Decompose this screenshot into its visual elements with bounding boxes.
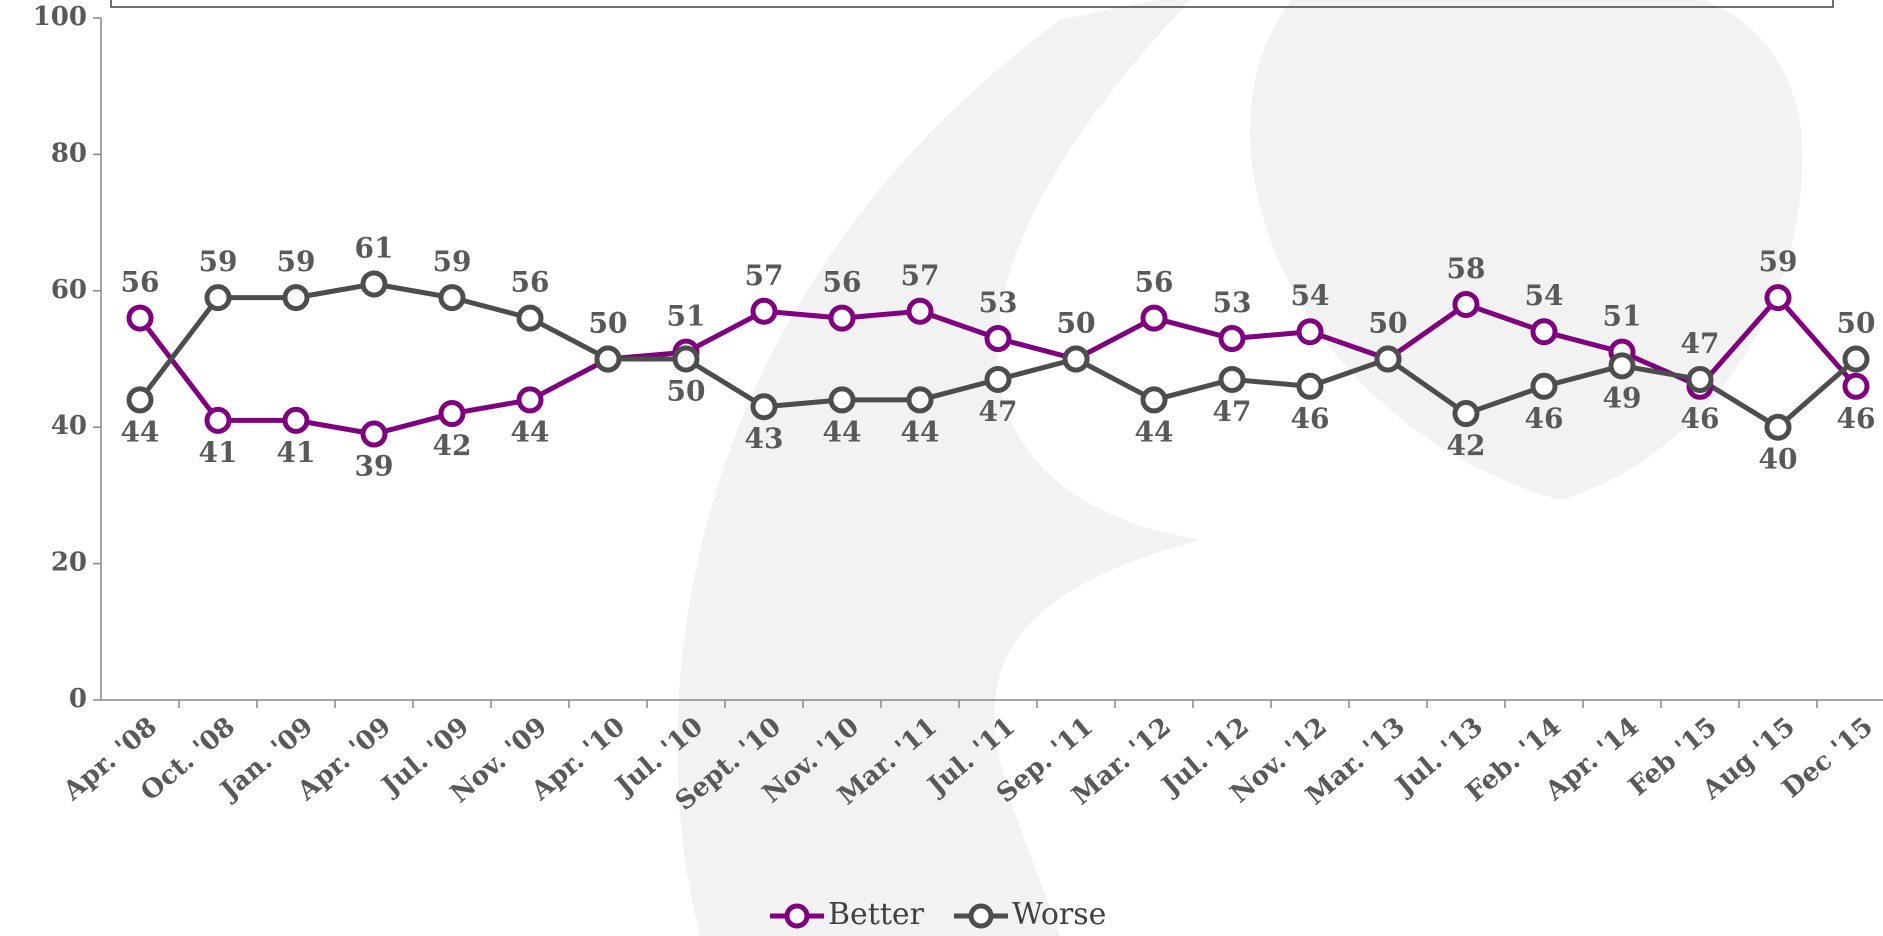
point <box>1533 321 1555 343</box>
data-label: 54 <box>1525 279 1564 312</box>
point <box>519 389 541 411</box>
data-label: 59 <box>277 245 316 278</box>
data-label: 46 <box>1681 402 1720 435</box>
point <box>831 307 853 329</box>
y-tick-label: 0 <box>69 684 87 714</box>
point <box>1377 348 1399 370</box>
data-label: 59 <box>1759 245 1798 278</box>
data-label: 56 <box>1135 266 1174 299</box>
data-label: 50 <box>1837 307 1876 340</box>
data-label: 47 <box>979 395 1018 428</box>
data-label: 41 <box>199 436 238 469</box>
legend-label: Better <box>828 897 925 932</box>
data-label: 50 <box>667 375 706 408</box>
point <box>441 403 463 425</box>
point <box>675 348 697 370</box>
point <box>1299 321 1321 343</box>
data-label: 47 <box>1213 395 1252 428</box>
data-label: 44 <box>823 415 862 448</box>
point <box>285 409 307 431</box>
point <box>363 273 385 295</box>
point <box>909 389 931 411</box>
point <box>1455 403 1477 425</box>
data-label: 56 <box>121 266 160 299</box>
y-tick-label: 40 <box>51 411 87 441</box>
legend-marker <box>787 906 807 926</box>
data-label: 50 <box>1057 307 1096 340</box>
point <box>129 389 151 411</box>
data-label: 57 <box>901 259 940 292</box>
point <box>597 348 619 370</box>
data-label: 53 <box>1213 286 1252 319</box>
legend-label: Worse <box>1012 897 1106 932</box>
data-label: 59 <box>199 245 238 278</box>
point <box>1845 375 1867 397</box>
y-tick-label: 80 <box>51 138 87 168</box>
y-tick-label: 100 <box>33 2 87 32</box>
data-label: 57 <box>745 259 784 292</box>
point <box>519 307 541 329</box>
point <box>1299 375 1321 397</box>
data-label: 58 <box>1447 252 1486 285</box>
data-label: 42 <box>1447 429 1486 462</box>
point <box>987 368 1009 390</box>
point <box>753 300 775 322</box>
y-tick-label: 60 <box>51 275 87 305</box>
point <box>1221 368 1243 390</box>
point <box>207 287 229 309</box>
data-label: 53 <box>979 286 1018 319</box>
point <box>1767 416 1789 438</box>
point <box>441 287 463 309</box>
data-label: 44 <box>511 415 550 448</box>
data-label: 44 <box>1135 415 1174 448</box>
point <box>753 396 775 418</box>
data-label: 46 <box>1525 402 1564 435</box>
point <box>207 409 229 431</box>
data-label: 51 <box>1603 300 1642 333</box>
legend-marker <box>971 906 991 926</box>
data-label: 49 <box>1603 381 1642 414</box>
point <box>1533 375 1555 397</box>
point <box>831 389 853 411</box>
data-label: 44 <box>901 415 940 448</box>
point <box>1221 328 1243 350</box>
data-label: 51 <box>667 300 706 333</box>
point <box>1689 368 1711 390</box>
data-label: 56 <box>823 266 862 299</box>
point <box>987 328 1009 350</box>
data-label: 54 <box>1291 279 1330 312</box>
chart: 020406080100Apr. '08Oct. '08Jan. '09Apr.… <box>0 0 1883 936</box>
data-label: 56 <box>511 266 550 299</box>
point <box>129 307 151 329</box>
data-label: 39 <box>355 450 394 483</box>
point <box>1143 389 1165 411</box>
data-label: 44 <box>121 415 160 448</box>
data-label: 50 <box>589 307 628 340</box>
data-label: 47 <box>1681 327 1720 360</box>
data-label: 43 <box>745 422 784 455</box>
data-label: 50 <box>1369 307 1408 340</box>
point <box>909 300 931 322</box>
point <box>1611 355 1633 377</box>
data-label: 42 <box>433 429 472 462</box>
point <box>1143 307 1165 329</box>
data-label: 40 <box>1759 443 1798 476</box>
point <box>1845 348 1867 370</box>
data-label: 46 <box>1837 402 1876 435</box>
data-label: 59 <box>433 245 472 278</box>
point <box>1767 287 1789 309</box>
data-label: 61 <box>355 231 394 264</box>
data-label: 46 <box>1291 402 1330 435</box>
point <box>363 423 385 445</box>
y-tick-label: 20 <box>51 548 87 578</box>
point <box>285 287 307 309</box>
point <box>1455 293 1477 315</box>
point <box>1065 348 1087 370</box>
data-label: 41 <box>277 436 316 469</box>
